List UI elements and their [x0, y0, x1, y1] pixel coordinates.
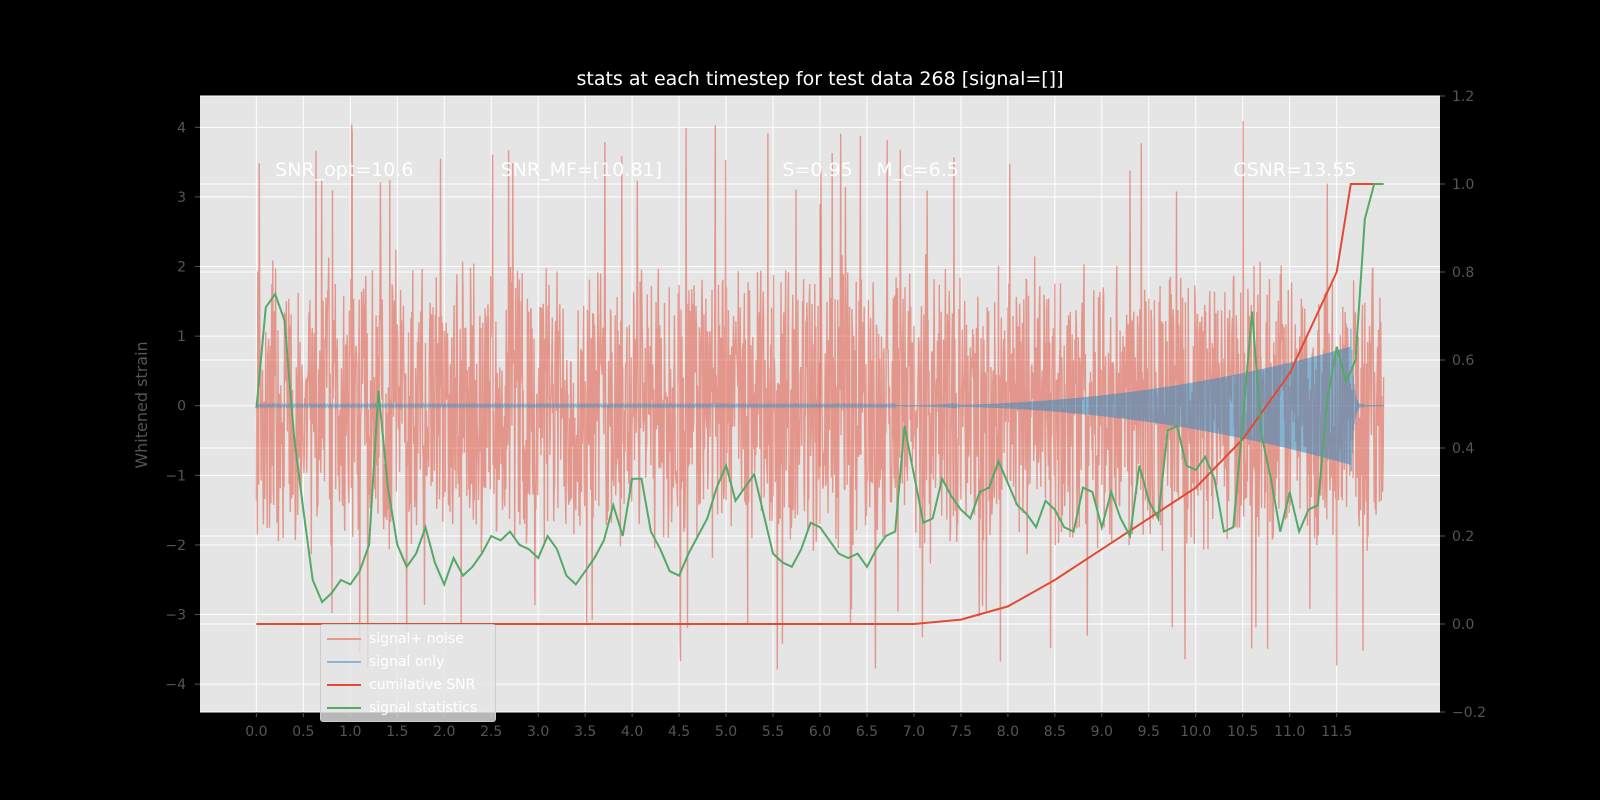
y-tick-label-right: −0.2: [1452, 705, 1486, 721]
cumulative-snr-line: [256, 183, 1384, 625]
x-tick-label: 0.5: [292, 724, 314, 740]
y-tick-label-left: −2: [165, 538, 186, 554]
legend-swatch-signal: [327, 661, 361, 663]
x-axis-ticks: 0.0 0.5 1.0 1.5 2.0 2.5 3.0 3.5 4.0 4.5 5.0 5.5 6.0 6…: [245, 712, 1352, 740]
y-tick-label-left: 3: [177, 190, 186, 206]
x-tick-label: 6.5: [856, 724, 878, 740]
legend-item-signal-statistics: signal statistics: [327, 697, 477, 719]
annotation-s-value: S=0.95: [782, 159, 852, 181]
annotation-snr-opt: SNR_opt=10.6: [275, 159, 413, 181]
x-tick-label: 2.5: [480, 724, 502, 740]
legend-swatch-noise: [327, 638, 361, 640]
y-tick-label-right: 0.0: [1452, 617, 1474, 633]
y-tick-label-right: 0.8: [1452, 265, 1474, 281]
y-axis-label: Whitened strain: [132, 341, 151, 469]
legend-item-signal-only: signal only: [327, 651, 444, 673]
signal-statistics-line: [255, 183, 1384, 604]
x-tick-label: 4.5: [668, 724, 690, 740]
annotations: SNR_opt=10.6 SNR_MF=[10.81] S=0.95 M_c=6.5 C…: [275, 159, 1356, 181]
x-tick-label: 9.0: [1091, 724, 1113, 740]
chart-title: stats at each timestep for test data 268…: [576, 68, 1064, 90]
y-tick-label-left: −3: [165, 608, 186, 624]
annotation-mc-value: M_c=6.5: [876, 159, 958, 181]
y-tick-label-right: 1.2: [1452, 89, 1474, 105]
legend-label: signal statistics: [369, 700, 478, 716]
x-tick-label: 0.0: [245, 724, 267, 740]
x-tick-label: 7.5: [950, 724, 972, 740]
x-tick-label: 10.0: [1180, 724, 1211, 740]
y-tick-label-left: 4: [177, 120, 186, 136]
annotation-csnr: CSNR=13.55: [1233, 159, 1356, 181]
y-tick-label-left: −1: [165, 468, 186, 484]
x-tick-label: 10.5: [1227, 724, 1258, 740]
legend-label: cumilative SNR: [369, 677, 476, 693]
x-tick-label: 4.0: [621, 724, 643, 740]
y-tick-label-right: 0.2: [1452, 529, 1474, 545]
y-tick-label-right: 0.4: [1452, 441, 1474, 457]
x-tick-label: 7.0: [903, 724, 925, 740]
x-tick-label: 11.0: [1274, 724, 1305, 740]
legend: signal+ noise signal only cumilative SNR…: [320, 624, 496, 722]
x-tick-label: 8.5: [1044, 724, 1066, 740]
x-tick-label: 5.5: [762, 724, 784, 740]
y-tick-label-right: 1.0: [1452, 177, 1474, 193]
y-tick-label-right: 0.6: [1452, 353, 1474, 369]
x-tick-label: 1.5: [386, 724, 408, 740]
legend-swatch-cumulative: [327, 684, 361, 686]
y-axis-right-ticks: 1.2 1.0 0.8 0.6 0.4 0.2 0.0 −0.2: [1440, 89, 1486, 721]
legend-swatch-statistics: [327, 707, 361, 709]
legend-item-cumulative-snr: cumilative SNR: [327, 674, 475, 696]
legend-label: signal+ noise: [369, 631, 464, 647]
y-tick-label-left: 1: [177, 329, 186, 345]
x-tick-label: 3.0: [527, 724, 549, 740]
y-tick-label-left: −4: [165, 677, 186, 693]
y-tick-label-left: 0: [177, 399, 186, 415]
x-tick-label: 9.5: [1138, 724, 1160, 740]
x-tick-label: 6.0: [809, 724, 831, 740]
x-tick-label: 11.5: [1321, 724, 1352, 740]
x-tick-label: 2.0: [433, 724, 455, 740]
y-axis-left-ticks: 4 3 2 1 0 −1 −2 −3 −4: [165, 120, 200, 693]
annotation-snr-mf: SNR_MF=[10.81]: [501, 159, 662, 181]
x-tick-label: 1.0: [339, 724, 361, 740]
x-tick-label: 3.5: [574, 724, 596, 740]
y-tick-label-left: 2: [177, 260, 186, 276]
legend-label: signal only: [369, 654, 445, 670]
legend-item-signal-plus-noise: signal+ noise: [327, 628, 464, 650]
x-tick-label: 5.0: [715, 724, 737, 740]
x-tick-label: 8.0: [997, 724, 1019, 740]
